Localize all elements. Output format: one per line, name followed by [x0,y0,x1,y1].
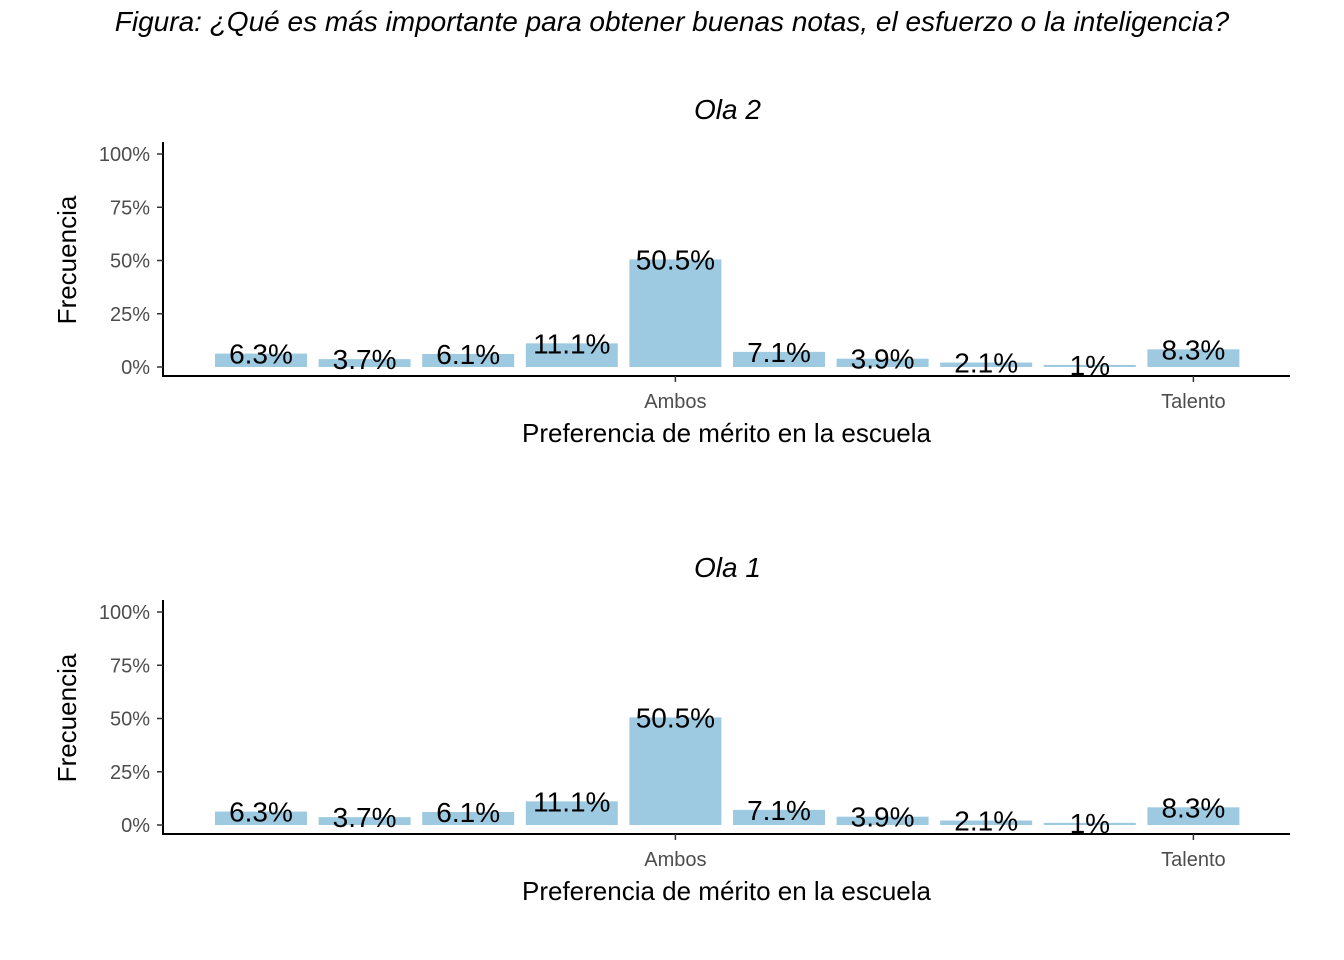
y-tick-label: 100% [99,602,150,624]
bar [318,817,411,825]
bar [940,820,1033,825]
data-label: 8.3% [1161,792,1225,823]
data-label: 3.9% [851,802,915,833]
data-label: 2.1% [954,806,1018,837]
y-axis-title: Frecuencia [52,653,82,782]
chart-title: Ola 2 [694,94,761,125]
y-tick-label: 0% [121,815,150,837]
data-label: 3.7% [333,802,397,833]
y-tick-label: 75% [110,197,150,219]
bar [525,801,618,825]
x-tick-label: Ambos [644,391,706,413]
data-label: 6.3% [229,339,293,370]
x-axis-title: Preferencia de mérito en la escuela [522,876,932,906]
y-tick-label: 25% [110,304,150,326]
chart-panel-ola-1: Ola 1 6.3% 3.7% 6.1% 11.1% 50.5% 7.1% 3.9% 2.1% 1… [0,538,1344,958]
x-tick-label: Ambos [644,849,706,871]
bar [1147,349,1240,367]
bar [215,811,307,825]
bar [215,353,307,367]
bar [1147,807,1240,825]
bar [629,717,722,825]
chart-panel-ola-2: Ola 2 6.3% 3.7% 6.1% 11.1% 50.5% 7.1% 3.9% 2.1% 1… [0,80,1344,500]
x-tick-label: Talento [1161,849,1226,871]
data-label: 7.1% [747,795,811,826]
data-label: 3.7% [333,344,397,375]
bar [836,816,929,825]
bar [422,812,515,825]
chart-svg: Ola 2 6.3% 3.7% 6.1% 11.1% 50.5% 7.1% 3.9% 2.1% 1… [52,94,1290,448]
bar [629,259,722,367]
y-axis-title: Frecuencia [52,195,82,324]
data-label: 2.1% [954,348,1018,379]
data-label: 8.3% [1161,334,1225,365]
bar [318,359,411,367]
data-label: 6.1% [436,797,500,828]
figure-title: Figura: ¿Qué es más importante para obte… [114,6,1230,37]
bar [836,358,929,367]
bar [733,351,825,367]
data-label: 50.5% [636,702,715,733]
data-label: 3.9% [851,344,915,375]
x-axis-title: Preferencia de mérito en la escuela [522,418,932,448]
bar [1043,822,1136,825]
bar [525,343,618,367]
data-label: 50.5% [636,244,715,275]
chart-svg: Ola 1 6.3% 3.7% 6.1% 11.1% 50.5% 7.1% 3.9% 2.1% 1… [52,552,1290,906]
data-label: 7.1% [747,337,811,368]
data-label: 6.1% [436,339,500,370]
chart-title: Ola 1 [694,552,761,583]
y-tick-label: 25% [110,762,150,784]
y-tick-label: 50% [110,251,150,273]
bar [1043,364,1136,367]
bar [940,362,1033,367]
data-label: 11.1% [533,328,610,359]
y-tick-label: 0% [121,357,150,379]
data-label: 11.1% [533,786,610,817]
y-tick-label: 100% [99,144,150,166]
bar [733,809,825,825]
data-label: 6.3% [229,797,293,828]
x-tick-label: Talento [1161,391,1226,413]
y-tick-label: 75% [110,655,150,677]
bar [422,354,515,367]
y-tick-label: 50% [110,709,150,731]
